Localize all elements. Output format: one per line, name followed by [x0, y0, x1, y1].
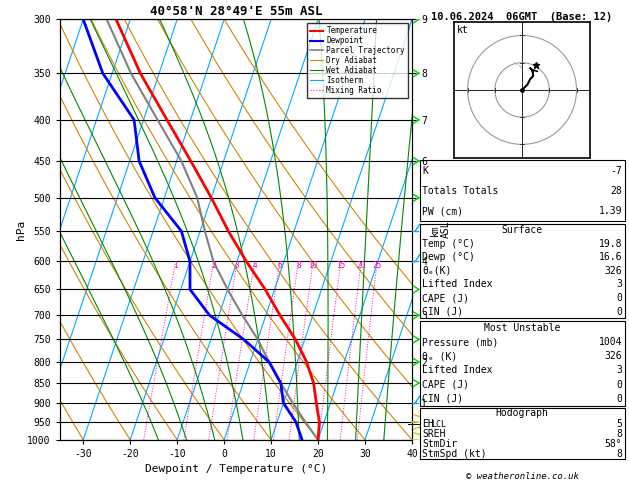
- Text: Lifted Index: Lifted Index: [422, 279, 493, 290]
- Text: Dewp (°C): Dewp (°C): [422, 252, 475, 262]
- Text: CAPE (J): CAPE (J): [422, 380, 469, 390]
- Text: StmDir: StmDir: [422, 439, 457, 449]
- Text: Lifted Index: Lifted Index: [422, 365, 493, 375]
- Text: Pressure (mb): Pressure (mb): [422, 337, 498, 347]
- Text: 8: 8: [616, 429, 622, 439]
- Text: 1: 1: [174, 261, 178, 271]
- Text: 6: 6: [277, 261, 282, 271]
- Text: 16.6: 16.6: [599, 252, 622, 262]
- Text: kt: kt: [457, 25, 469, 35]
- Text: -7: -7: [610, 166, 622, 175]
- Text: StmSpd (kt): StmSpd (kt): [422, 449, 487, 459]
- Text: © weatheronline.co.uk: © weatheronline.co.uk: [465, 472, 579, 481]
- Text: 58°: 58°: [604, 439, 622, 449]
- Text: 3: 3: [235, 261, 240, 271]
- Y-axis label: km
ASL: km ASL: [430, 221, 451, 239]
- Y-axis label: hPa: hPa: [16, 220, 26, 240]
- Text: 15: 15: [337, 261, 345, 271]
- Text: 10: 10: [308, 261, 318, 271]
- Text: 0: 0: [616, 380, 622, 390]
- Text: 10.06.2024  06GMT  (Base: 12): 10.06.2024 06GMT (Base: 12): [431, 12, 613, 22]
- Title: 40°58'N 28°49'E 55m ASL: 40°58'N 28°49'E 55m ASL: [150, 5, 322, 18]
- Text: Hodograph: Hodograph: [496, 408, 548, 418]
- Text: 0: 0: [616, 293, 622, 303]
- Text: 20: 20: [357, 261, 366, 271]
- Text: 3: 3: [616, 279, 622, 290]
- Text: CAPE (J): CAPE (J): [422, 293, 469, 303]
- Text: 1004: 1004: [599, 337, 622, 347]
- X-axis label: Dewpoint / Temperature (°C): Dewpoint / Temperature (°C): [145, 465, 327, 474]
- Text: Most Unstable: Most Unstable: [484, 323, 560, 333]
- Text: EH: EH: [422, 418, 434, 429]
- Legend: Temperature, Dewpoint, Parcel Trajectory, Dry Adiabat, Wet Adiabat, Isotherm, Mi: Temperature, Dewpoint, Parcel Trajectory…: [306, 23, 408, 98]
- Text: SREH: SREH: [422, 429, 445, 439]
- Text: 3: 3: [616, 365, 622, 375]
- Text: PW (cm): PW (cm): [422, 206, 463, 216]
- Text: θₑ (K): θₑ (K): [422, 351, 457, 361]
- Text: LCL: LCL: [431, 420, 447, 429]
- Text: 25: 25: [372, 261, 382, 271]
- Text: CIN (J): CIN (J): [422, 394, 463, 404]
- Text: 1.39: 1.39: [599, 206, 622, 216]
- Text: 0: 0: [616, 307, 622, 316]
- Text: 4: 4: [252, 261, 257, 271]
- Text: CIN (J): CIN (J): [422, 307, 463, 316]
- Text: Totals Totals: Totals Totals: [422, 186, 498, 196]
- Text: 0: 0: [616, 394, 622, 404]
- Text: Temp (°C): Temp (°C): [422, 239, 475, 249]
- Text: K: K: [422, 166, 428, 175]
- Text: 326: 326: [604, 351, 622, 361]
- Text: 8: 8: [616, 449, 622, 459]
- Text: 2: 2: [211, 261, 216, 271]
- Text: θₑ(K): θₑ(K): [422, 266, 452, 276]
- Text: 5: 5: [616, 418, 622, 429]
- Text: 19.8: 19.8: [599, 239, 622, 249]
- Text: 28: 28: [610, 186, 622, 196]
- Text: Surface: Surface: [501, 226, 543, 235]
- Text: 326: 326: [604, 266, 622, 276]
- Text: 8: 8: [296, 261, 301, 271]
